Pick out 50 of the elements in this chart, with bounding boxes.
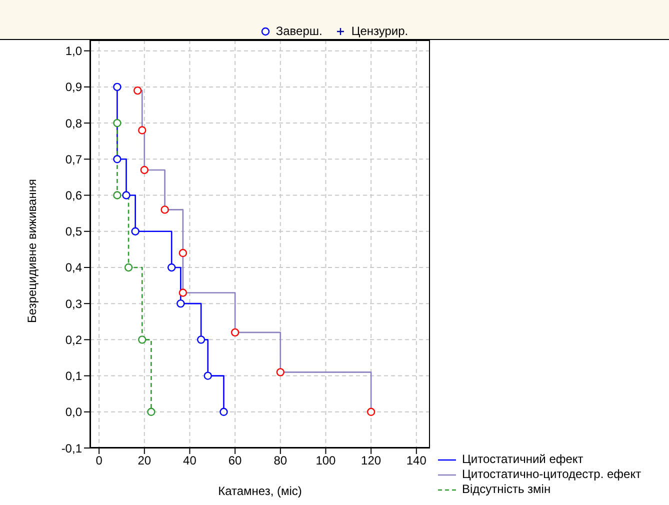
y-axis-title: Безрецидивне виживання	[25, 178, 39, 325]
y-tick-label: 0,4	[65, 260, 82, 275]
x-tick-label: 120	[361, 454, 382, 468]
point	[276, 368, 284, 376]
point	[147, 408, 156, 416]
point	[113, 118, 122, 128]
x-tick-label: 0	[96, 454, 103, 468]
y-tick-label: 0,5	[65, 224, 82, 239]
point	[178, 248, 188, 258]
point	[168, 263, 176, 272]
y-tick-label: 0,8	[65, 116, 82, 130]
y-tick-label: -0,1	[61, 441, 82, 456]
y-tick-label: 0,3	[65, 296, 82, 311]
x-axis-title: Катамнез, (міс)	[217, 484, 303, 498]
y-tick-label: 0,9	[65, 80, 82, 94]
text: Заверш.	[276, 24, 322, 38]
x-tick-label: 80	[274, 454, 288, 468]
point	[113, 191, 122, 200]
point	[204, 372, 212, 380]
point	[138, 126, 146, 134]
point	[122, 191, 130, 200]
x-tick-label: 140	[406, 454, 427, 468]
legend-label: Відсутність змін	[462, 482, 551, 497]
y-tick-label: 0,0	[65, 405, 82, 420]
point	[366, 408, 376, 416]
text: Цензурир.	[351, 24, 408, 38]
point	[178, 288, 188, 297]
point	[196, 336, 206, 344]
point	[134, 86, 142, 95]
point	[138, 336, 146, 344]
x-tick-label: 20	[138, 454, 152, 468]
y-tick-label: 1,0	[65, 44, 82, 58]
point	[113, 82, 122, 92]
point	[176, 299, 185, 308]
x-tick-label: 40	[183, 454, 197, 468]
y-tick-label: 0,2	[65, 332, 82, 347]
point	[160, 206, 169, 214]
legend-label: Цитостатичний ефект	[462, 452, 584, 467]
point	[220, 408, 228, 416]
y-tick-label: 0,7	[65, 152, 82, 166]
y-tick-label: 0,1	[65, 369, 82, 384]
point	[131, 227, 140, 236]
x-tick-label: 100	[316, 454, 336, 468]
point	[113, 155, 122, 164]
y-tick-label: 0,6	[65, 188, 82, 203]
point	[124, 263, 133, 272]
point	[140, 166, 148, 174]
x-tick-label: 60	[228, 454, 242, 468]
legend-label: Цитостатично-цитодестр. ефект	[462, 467, 642, 482]
point	[230, 328, 240, 337]
